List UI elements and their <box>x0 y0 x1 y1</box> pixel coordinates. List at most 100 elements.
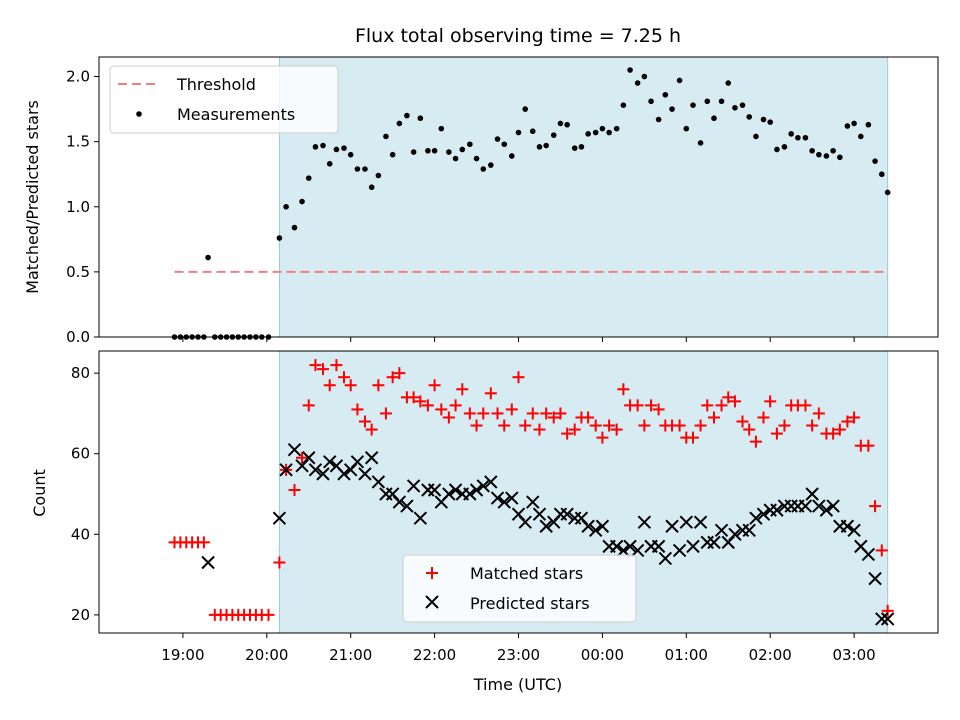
predicted-star-point <box>742 523 756 537</box>
legend-threshold-label: Threshold <box>176 75 256 94</box>
y-tick-label: 2.0 <box>66 68 90 86</box>
predicted-star-point <box>770 503 784 517</box>
predicted-star-point <box>350 455 365 469</box>
matched-star-point <box>812 407 825 420</box>
matched-star-point <box>526 407 539 420</box>
measurement-point <box>718 98 725 105</box>
predicted-star-point <box>316 467 330 481</box>
measurement-point <box>488 162 494 168</box>
measurement-point <box>508 153 515 159</box>
measurement-point <box>830 147 836 154</box>
predicted-star-point <box>812 499 826 513</box>
matched-star-point <box>722 391 735 404</box>
matched-star-point <box>442 411 455 424</box>
matched-star-point <box>554 407 567 420</box>
predicted-star-point <box>518 515 532 529</box>
matched-star-point <box>351 403 364 416</box>
measurement-point <box>529 128 536 135</box>
measurement-point <box>725 80 732 86</box>
measurement-point <box>354 166 361 172</box>
predicted-star-point <box>539 519 553 533</box>
x-axis-label: Time (UTC) <box>473 675 562 694</box>
legend-predicted-label: Predicted stars <box>470 594 590 613</box>
matched-star-point <box>875 544 888 557</box>
matched-star-point <box>561 427 574 440</box>
measurement-point <box>341 145 347 151</box>
predicted-star-point <box>861 547 876 562</box>
matched-star-point <box>456 383 469 396</box>
bottom-x-ticks: 19:00 20:00 21:00 22:00 23:00 00:00 01:00 02:00… <box>161 633 876 664</box>
matched-star-point <box>273 556 286 569</box>
matched-star-point <box>302 399 315 412</box>
matched-star-point <box>337 371 350 384</box>
predicted-star-point <box>875 612 889 626</box>
matched-star-point <box>296 451 309 464</box>
measurement-point <box>676 77 683 84</box>
measurement-point <box>774 146 780 153</box>
matched-star-point <box>610 423 623 436</box>
matched-star-point <box>414 395 427 408</box>
measurement-point <box>396 120 403 127</box>
matched-star-point <box>848 411 861 424</box>
predicted-star-point <box>707 535 721 550</box>
x-tick-label: 23:00 <box>497 646 540 664</box>
measurement-point <box>459 146 466 153</box>
x-tick-label: 22:00 <box>413 646 456 664</box>
measurement-point <box>884 189 891 196</box>
measurement-point <box>312 144 319 150</box>
predicted-star-point <box>406 479 421 493</box>
matched-star-point <box>330 359 343 372</box>
top-y-ticks: 0.0 0.5 1.0 1.5 2.0 <box>66 68 99 346</box>
matched-star-point <box>869 500 882 513</box>
predicted-star-point <box>400 499 414 513</box>
predicted-star-point <box>840 519 855 533</box>
x-tick-label: 02:00 <box>749 646 792 664</box>
y-tick-label: 60 <box>71 445 90 463</box>
matched-star-point <box>687 431 700 444</box>
measurement-point <box>467 141 473 148</box>
y-tick-label: 0.0 <box>66 328 90 346</box>
x-tick-label: 20:00 <box>245 646 288 664</box>
measurement-point <box>606 129 612 136</box>
predicted-star-point <box>826 499 840 513</box>
top-y-axis-label: Matched/Predicted stars <box>23 100 42 294</box>
matched-star-point <box>764 395 777 408</box>
matched-star-point <box>317 363 330 376</box>
x-tick-label: 03:00 <box>832 646 875 664</box>
matched-star-point <box>582 411 595 424</box>
matched-star-point <box>435 403 448 416</box>
measurement-point <box>802 134 809 141</box>
matched-star-point <box>372 379 385 392</box>
bottom-panel: 20 40 60 80 19:00 20:00 21:00 22:00 23:00 00:00 0… <box>30 350 939 694</box>
matched-star-point <box>463 407 476 420</box>
matched-star-point <box>673 419 686 432</box>
measurement-point <box>746 114 753 120</box>
measurement-point <box>333 146 340 153</box>
matched-star-point <box>617 383 630 396</box>
predicted-star-point <box>686 539 700 554</box>
measurement-point <box>739 102 746 108</box>
measurement-point <box>347 151 354 158</box>
predicted-star-point <box>505 491 519 505</box>
measurement-point <box>697 140 704 146</box>
predicted-star-point <box>427 483 442 497</box>
measurement-point <box>767 119 773 125</box>
predicted-star-point <box>308 463 323 477</box>
predicted-star-point <box>637 515 652 529</box>
measurement-point <box>543 142 549 149</box>
measurement-point <box>571 145 578 151</box>
measurement-point <box>283 203 289 210</box>
measurement-point <box>711 115 717 122</box>
matched-star-point <box>715 399 728 412</box>
y-tick-label: 40 <box>71 525 90 543</box>
matched-star-point <box>421 399 434 412</box>
measurement-point <box>851 120 857 127</box>
measurement-point <box>305 175 312 181</box>
measurement-point <box>291 224 298 231</box>
matched-star-point <box>833 423 846 436</box>
matched-star-point <box>533 423 546 436</box>
matched-star-point <box>799 399 812 412</box>
matched-star-point <box>827 427 840 440</box>
predicted-star-point <box>287 442 302 457</box>
